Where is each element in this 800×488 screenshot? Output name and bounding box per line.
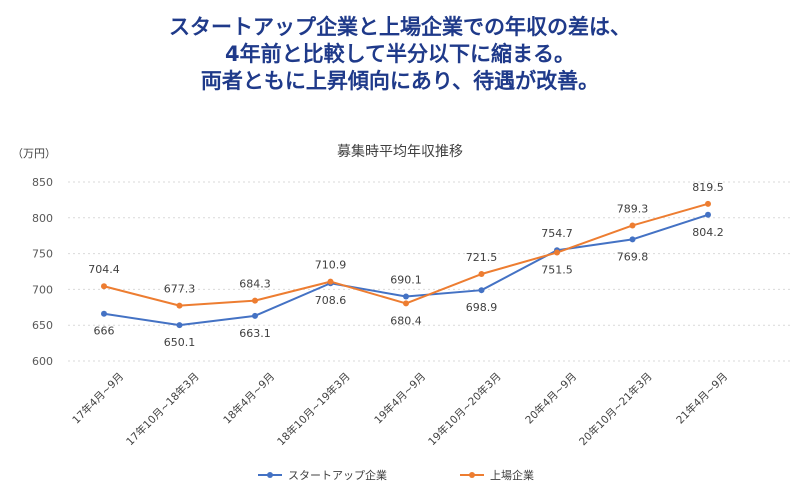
data-label: 751.5 xyxy=(541,264,573,277)
data-label: 754.7 xyxy=(541,227,573,240)
legend-label: スタートアップ企業 xyxy=(288,468,387,482)
x-tick-label: 19年4月~9月 xyxy=(372,370,429,427)
x-tick-label: 17年10月~18年3月 xyxy=(123,370,201,448)
data-point xyxy=(478,271,485,278)
data-label: 804.2 xyxy=(692,226,724,239)
data-label: 721.5 xyxy=(466,251,498,264)
data-label: 819.5 xyxy=(692,181,724,194)
data-point xyxy=(629,222,636,229)
x-tick-label: 17年4月~9月 xyxy=(70,370,127,427)
y-tick-label: 600 xyxy=(32,355,53,368)
data-label: 698.9 xyxy=(466,301,498,314)
data-point xyxy=(101,283,107,290)
data-label: 677.3 xyxy=(164,283,196,296)
data-label: 789.3 xyxy=(617,202,649,215)
data-label: 769.8 xyxy=(617,250,649,263)
data-point xyxy=(101,310,107,317)
data-point xyxy=(478,287,485,294)
y-tick-label: 700 xyxy=(32,283,53,296)
y-tick-label: 850 xyxy=(32,176,53,189)
data-label: 704.4 xyxy=(88,263,120,276)
legend-swatch-marker xyxy=(267,472,273,478)
y-tick-label: 800 xyxy=(32,212,53,225)
x-tick-label: 20年4月~9月 xyxy=(523,370,580,427)
data-label: 663.1 xyxy=(239,327,271,340)
data-point xyxy=(403,300,409,307)
x-tick-label: 18年4月~9月 xyxy=(221,370,278,427)
data-point xyxy=(554,249,560,256)
data-label: 680.4 xyxy=(390,314,422,327)
x-tick-label: 18年10月~19年3月 xyxy=(274,370,352,448)
legend-label: 上場企業 xyxy=(490,468,534,482)
data-point xyxy=(252,312,258,319)
x-tick-label: 21年4月~9月 xyxy=(674,370,731,427)
data-label: 666 xyxy=(94,325,115,338)
data-point xyxy=(252,297,258,304)
headline-line-1: スタートアップ企業と上場企業での年収の差は、 xyxy=(169,15,631,39)
legend-swatch-marker xyxy=(469,472,475,478)
data-point xyxy=(176,302,183,309)
y-tick-label: 750 xyxy=(32,248,53,261)
x-tick-label: 19年10月~20年3月 xyxy=(425,370,503,448)
data-label: 708.6 xyxy=(315,294,347,307)
headline-line-2: 4年前と比較して半分以下に縮まる。 xyxy=(225,42,575,66)
data-point xyxy=(705,200,711,207)
headline-line-3: 両者ともに上昇傾向にあり、待遇が改善。 xyxy=(200,69,600,93)
y-tick-label: 650 xyxy=(32,319,53,332)
data-label: 650.1 xyxy=(164,336,196,349)
data-label: 684.3 xyxy=(239,278,271,291)
data-point xyxy=(176,322,183,329)
x-tick-label: 20年10月~21年3月 xyxy=(576,370,654,448)
data-point xyxy=(403,293,409,300)
data-point xyxy=(629,236,636,243)
data-point xyxy=(327,278,334,285)
headline: スタートアップ企業と上場企業での年収の差は、 4年前と比較して半分以下に縮まる。… xyxy=(0,14,800,95)
data-point xyxy=(705,211,711,218)
data-label: 710.9 xyxy=(315,259,347,272)
chart-title: 募集時平均年収推移 xyxy=(337,143,463,160)
data-label: 690.1 xyxy=(390,273,422,286)
y-axis-unit: （万円） xyxy=(12,147,56,160)
